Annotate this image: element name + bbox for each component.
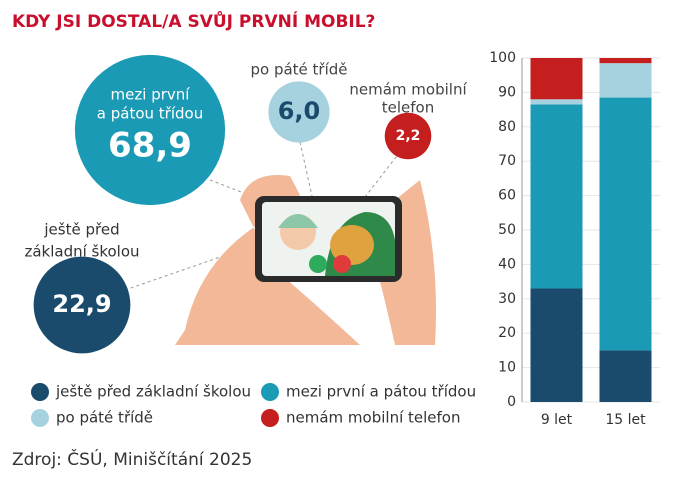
bubble-label: mezi první	[111, 86, 191, 104]
bubble-value: 2,2	[396, 128, 421, 144]
bar-segment	[530, 99, 583, 105]
title: KDY JSI DOSTAL/A SVŮJ PRVNÍ MOBIL?	[12, 9, 375, 32]
legend-label: mezi první a pátou třídou	[286, 383, 476, 401]
bar-segment	[530, 104, 583, 289]
legend-swatch	[31, 409, 49, 427]
legend-swatch	[31, 383, 49, 401]
bar-segment	[599, 58, 652, 64]
legend-label: po páté třídě	[56, 409, 153, 427]
bubble-label: nemám mobilní	[349, 81, 467, 99]
y-tick-label: 40	[498, 256, 516, 272]
bar-segment	[530, 288, 583, 402]
bubble	[74, 54, 226, 206]
bubble-label: a pátou třídou	[97, 105, 203, 123]
legend-label: nemám mobilní telefon	[286, 409, 460, 427]
bubble-value: 6,0	[278, 97, 321, 125]
y-tick-label: 60	[498, 188, 516, 204]
x-tick-label: 15 let	[605, 412, 646, 428]
y-tick-label: 70	[498, 153, 516, 169]
bar-segment	[599, 63, 652, 98]
illustration	[124, 141, 436, 345]
bar-segment	[530, 58, 583, 100]
y-tick-label: 90	[498, 84, 516, 100]
bubble	[33, 256, 131, 354]
legend-label: ještě před základní školou	[55, 383, 251, 401]
y-tick-label: 20	[498, 325, 516, 341]
x-tick-label: 9 let	[541, 412, 573, 428]
y-tick-label: 10	[498, 360, 516, 376]
y-tick-label: 0	[507, 394, 516, 410]
source: Zdroj: ČSÚ, Miniščítání 2025	[12, 448, 252, 470]
bubble	[384, 112, 432, 160]
y-tick-label: 30	[498, 291, 516, 307]
legend-swatch	[261, 383, 279, 401]
bubble-label: telefon	[382, 99, 434, 117]
bar-segment	[599, 350, 652, 402]
y-tick-label: 50	[498, 222, 516, 238]
bubble-label: základní školou	[24, 243, 139, 261]
bubble-label: po páté třídě	[250, 61, 347, 79]
y-tick-label: 100	[489, 50, 516, 66]
bubble-value: 68,9	[108, 126, 192, 166]
bubble-value: 22,9	[52, 290, 111, 318]
bubble	[268, 81, 330, 143]
legend-swatch	[261, 409, 279, 427]
bar-segment	[599, 97, 652, 351]
y-tick-label: 80	[498, 119, 516, 135]
bubble-label: ještě před	[43, 221, 119, 239]
